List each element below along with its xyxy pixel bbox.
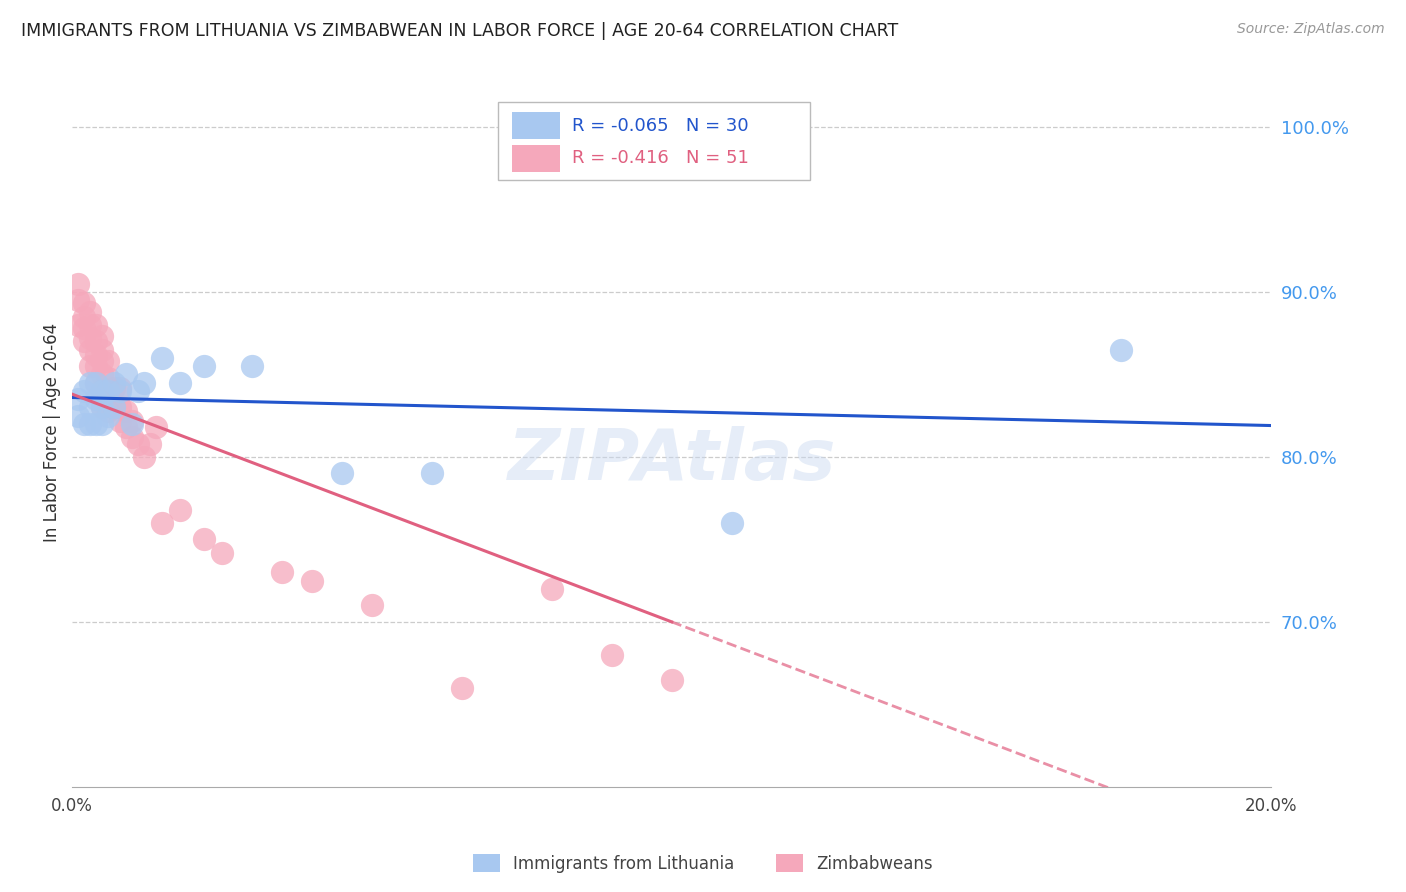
Point <box>67 318 90 332</box>
Point <box>79 401 101 415</box>
Point <box>91 354 114 368</box>
Point <box>97 370 120 384</box>
Point <box>73 384 96 398</box>
Point <box>661 673 683 687</box>
Text: R = -0.416   N = 51: R = -0.416 N = 51 <box>572 149 749 168</box>
Point <box>301 574 323 588</box>
Point <box>169 376 191 390</box>
Point <box>330 467 353 481</box>
Point <box>108 384 131 398</box>
Text: R = -0.065   N = 30: R = -0.065 N = 30 <box>572 117 749 135</box>
Point <box>150 516 173 530</box>
Point <box>91 384 114 398</box>
Point <box>79 417 101 431</box>
Point <box>73 334 96 349</box>
Point <box>67 293 90 307</box>
Point <box>97 403 120 417</box>
Point <box>67 392 90 406</box>
Point <box>103 376 125 390</box>
Point <box>84 318 107 332</box>
Point <box>79 343 101 357</box>
Point <box>79 376 101 390</box>
Point <box>91 401 114 415</box>
Point <box>108 381 131 395</box>
Point <box>193 533 215 547</box>
Point <box>91 417 114 431</box>
Point <box>121 414 143 428</box>
Point <box>139 436 162 450</box>
Point <box>91 384 114 398</box>
Point <box>211 545 233 559</box>
Point <box>67 277 90 291</box>
Point <box>73 310 96 324</box>
Point <box>84 392 107 406</box>
Point <box>73 321 96 335</box>
Point <box>97 384 120 398</box>
Point <box>150 351 173 365</box>
Point <box>271 566 294 580</box>
Point <box>134 450 156 464</box>
Point <box>115 420 138 434</box>
Point <box>108 401 131 415</box>
Point <box>79 359 101 373</box>
Point <box>1109 343 1132 357</box>
Point <box>91 368 114 382</box>
Point <box>84 376 107 390</box>
Point <box>450 681 472 695</box>
Point <box>103 381 125 395</box>
Point <box>91 329 114 343</box>
FancyBboxPatch shape <box>512 145 560 172</box>
Point <box>91 401 114 415</box>
Point <box>361 599 384 613</box>
Point <box>134 376 156 390</box>
Point <box>73 417 96 431</box>
Point <box>103 401 125 415</box>
Point <box>79 318 101 332</box>
Y-axis label: In Labor Force | Age 20-64: In Labor Force | Age 20-64 <box>44 323 60 541</box>
Text: IMMIGRANTS FROM LITHUANIA VS ZIMBABWEAN IN LABOR FORCE | AGE 20-64 CORRELATION C: IMMIGRANTS FROM LITHUANIA VS ZIMBABWEAN … <box>21 22 898 40</box>
Point <box>84 376 107 390</box>
FancyBboxPatch shape <box>498 103 810 180</box>
Point <box>84 348 107 362</box>
Point <box>145 420 167 434</box>
Point <box>121 417 143 431</box>
Point <box>84 359 107 373</box>
Point <box>103 401 125 415</box>
Point <box>79 304 101 318</box>
Point <box>97 387 120 401</box>
Point <box>73 296 96 310</box>
Point <box>193 359 215 373</box>
Point <box>115 368 138 382</box>
Point <box>127 436 149 450</box>
Point <box>97 409 120 423</box>
Point <box>127 384 149 398</box>
Point <box>108 414 131 428</box>
Point <box>240 359 263 373</box>
Point <box>84 417 107 431</box>
Point <box>600 648 623 662</box>
Point <box>420 467 443 481</box>
Legend: Immigrants from Lithuania, Zimbabweans: Immigrants from Lithuania, Zimbabweans <box>467 847 939 880</box>
FancyBboxPatch shape <box>512 112 560 139</box>
Point <box>169 502 191 516</box>
Point <box>115 403 138 417</box>
Point <box>67 409 90 423</box>
Text: Source: ZipAtlas.com: Source: ZipAtlas.com <box>1237 22 1385 37</box>
Point <box>84 334 107 349</box>
Point <box>121 430 143 444</box>
Point <box>97 354 120 368</box>
Point <box>91 343 114 357</box>
Text: ZIPAtlas: ZIPAtlas <box>508 426 837 495</box>
Point <box>79 331 101 345</box>
Point <box>720 516 742 530</box>
Point <box>540 582 562 596</box>
